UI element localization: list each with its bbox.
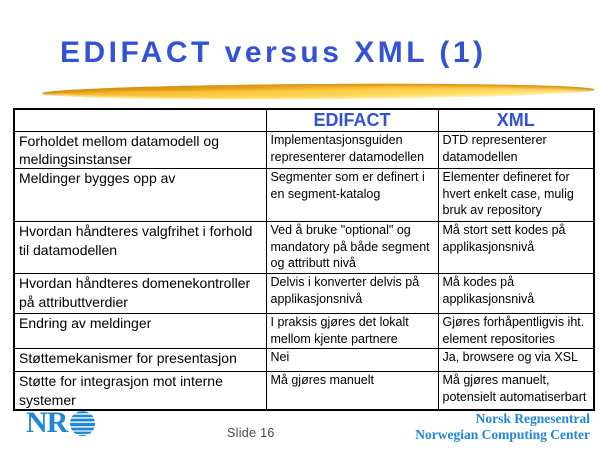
comparison-table: EDIFACT XML Forholdet mellom datamodell … xyxy=(13,108,595,411)
table-row: Forholdet mellom datamodell og meldingsi… xyxy=(13,130,595,170)
nr-globe-icon xyxy=(70,410,96,436)
table-cell-xml: DTD representerer datamodellen xyxy=(437,130,595,170)
table-cell-feature: Meldinger bygges opp av xyxy=(13,168,267,223)
table-cell-feature: Forholdet mellom datamodell og meldingsi… xyxy=(13,130,267,170)
table-cell-edifact: Ved å bruke "optional" og mandatory på b… xyxy=(265,221,439,275)
table-cell-xml: Må kodes på applikasjonsnivå xyxy=(437,273,595,315)
column-header-feature xyxy=(13,108,267,132)
table-cell-edifact: Må gjøres manuelt xyxy=(265,371,439,411)
table-row: Endring av meldinger I praksis gjøres de… xyxy=(13,313,595,350)
column-header-edifact: EDIFACT xyxy=(265,108,439,132)
slide-title: EDIFACT versus XML (1) xyxy=(60,36,487,69)
table-cell-edifact: Nei xyxy=(265,348,439,373)
table-cell-xml: Ja, browsere og via XSL xyxy=(437,348,595,373)
nr-logo-text: NR xyxy=(26,406,68,439)
table-cell-feature: Endring av meldinger xyxy=(13,313,267,350)
table-header-row: EDIFACT XML xyxy=(13,108,595,132)
nr-logo: NR xyxy=(26,408,96,438)
table-row: Støttemekanismer for presentasjon Nei Ja… xyxy=(13,348,595,373)
table-cell-feature: Hvordan håndteres domenekontroller på at… xyxy=(13,273,267,315)
table-row: Støtte for integrasjon mot interne syste… xyxy=(13,371,595,411)
table-cell-edifact: Segmenter som er definert i en segment-k… xyxy=(265,168,439,223)
table-cell-edifact: I praksis gjøres det lokalt mellom kjent… xyxy=(265,313,439,350)
table-cell-xml: Må stort sett kodes på applikasjonsnivå xyxy=(437,221,595,275)
table-cell-xml: Elementer defineret for hvert enkelt cas… xyxy=(437,168,595,223)
table-cell-feature: Hvordan håndteres valgfrihet i forhold t… xyxy=(13,221,267,275)
organization-name-english: Norwegian Computing Center xyxy=(415,427,590,442)
table-cell-xml: Må gjøres manuelt, potensielt automatise… xyxy=(437,371,595,411)
table-cell-feature: Støtte for integrasjon mot interne syste… xyxy=(13,371,267,411)
organization-name: Norsk Regnesentral Norwegian Computing C… xyxy=(415,411,590,443)
organization-name-norwegian: Norsk Regnesentral xyxy=(475,411,590,426)
table-row: Hvordan håndteres domenekontroller på at… xyxy=(13,273,595,315)
column-header-xml: XML xyxy=(437,108,595,132)
table-cell-feature: Støttemekanismer for presentasjon xyxy=(13,348,267,373)
table-cell-edifact: Implementasjonsguiden representerer data… xyxy=(265,130,439,170)
slide-number: Slide 16 xyxy=(227,426,275,440)
title-underline-brush xyxy=(41,82,596,101)
table-cell-edifact: Delvis i konverter delvis på applikasjon… xyxy=(265,273,439,315)
table-cell-xml: Gjøres forhåpentligvis iht. element repo… xyxy=(437,313,595,350)
table-row: Hvordan håndteres valgfrihet i forhold t… xyxy=(13,221,595,275)
table-row: Meldinger bygges opp av Segmenter som er… xyxy=(13,168,595,223)
